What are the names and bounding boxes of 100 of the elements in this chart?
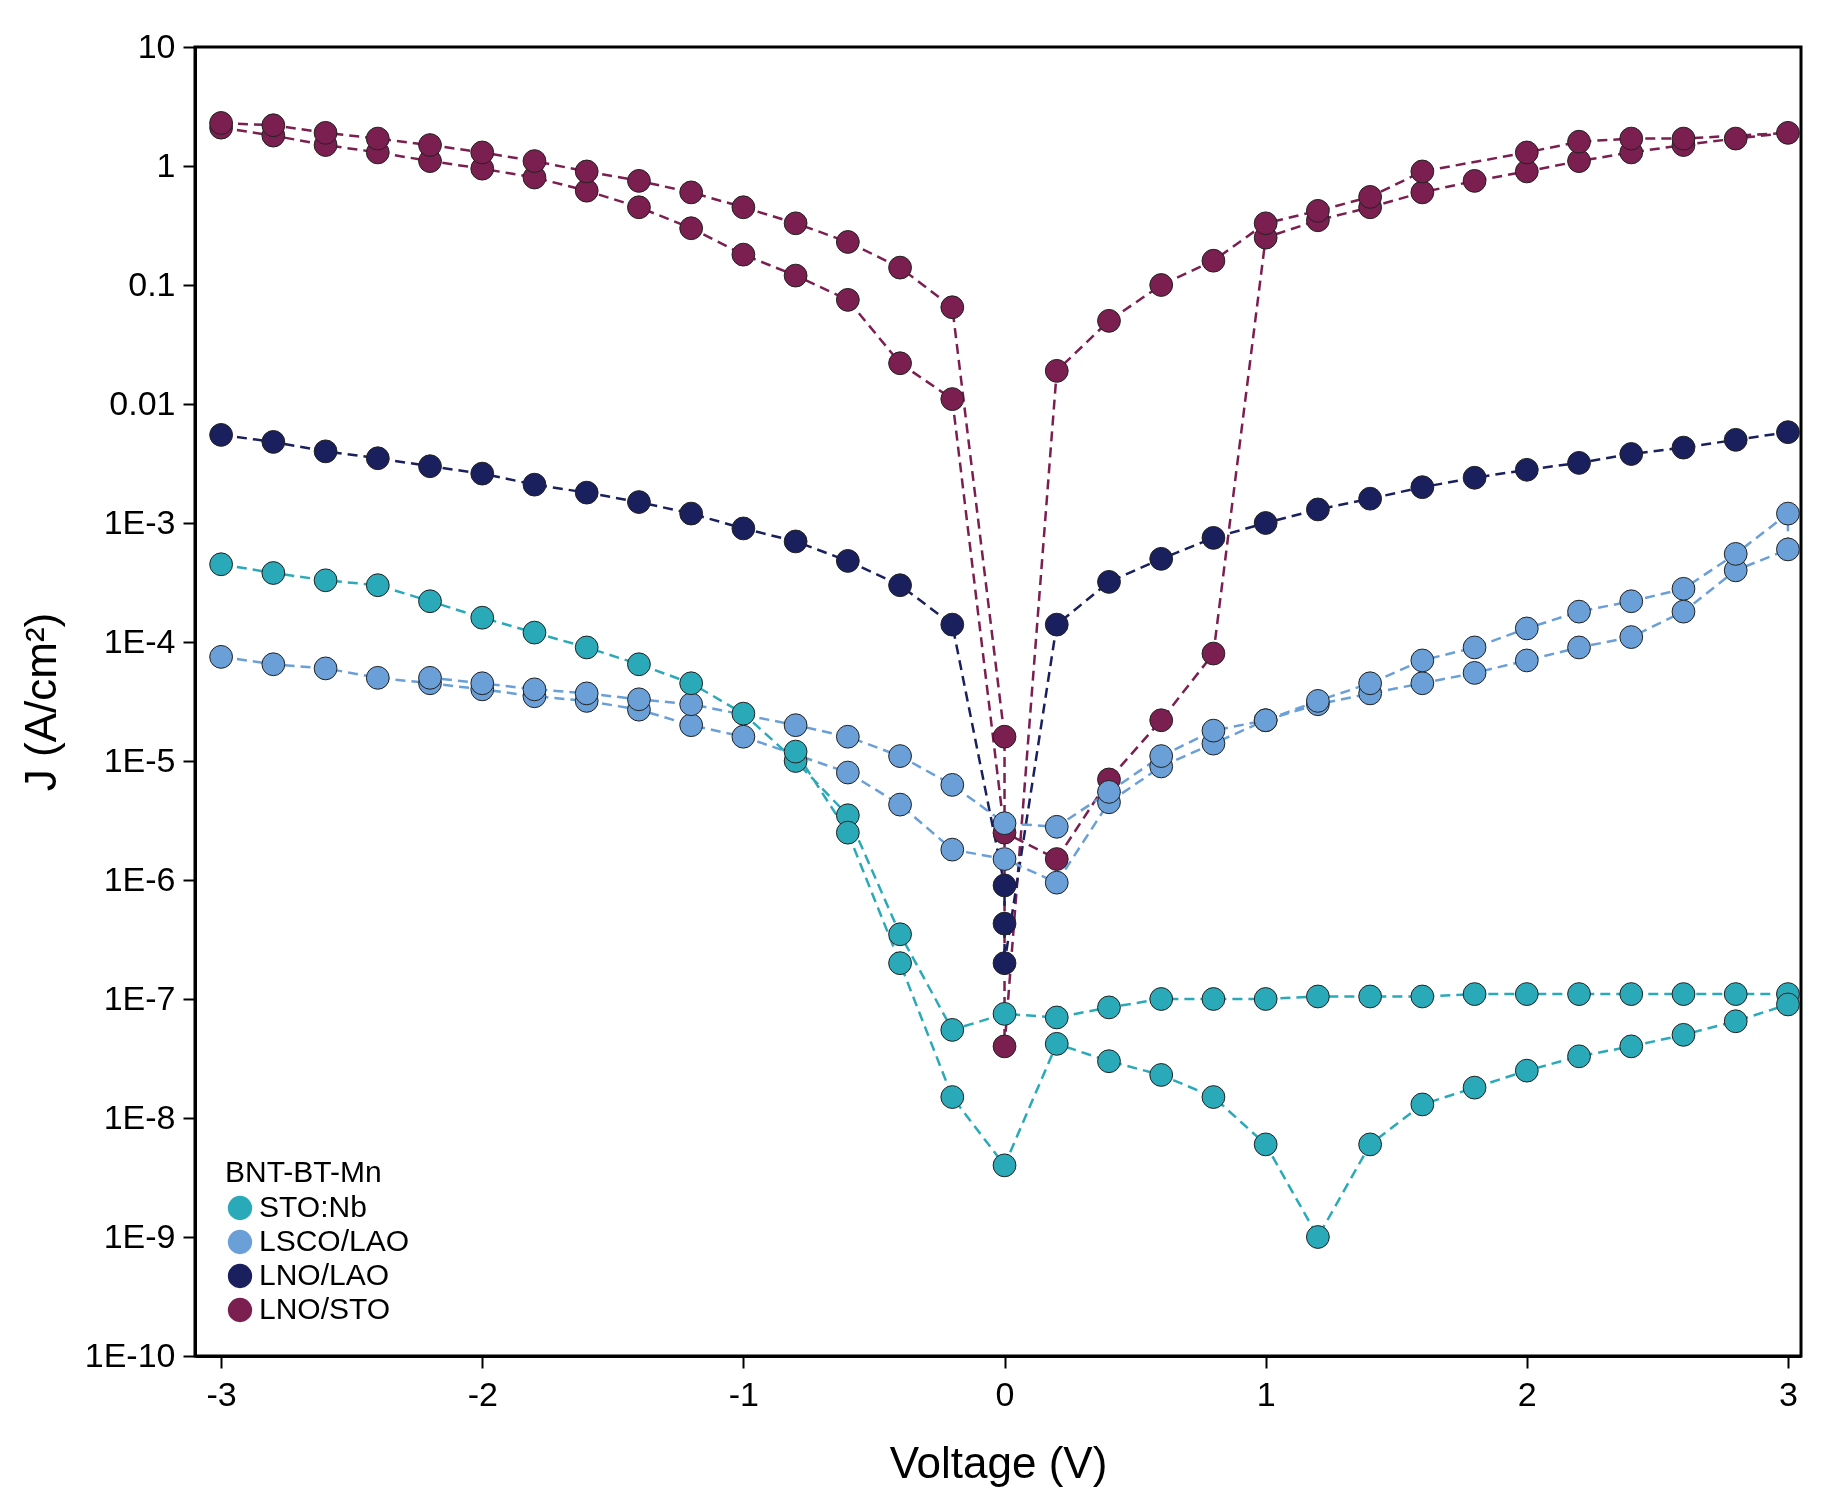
point	[574, 159, 599, 184]
point	[731, 195, 756, 220]
y-tick-label: 1E-10	[84, 1335, 176, 1374]
point	[679, 501, 704, 526]
x-tick-label: 1	[1256, 1374, 1276, 1413]
point	[522, 472, 547, 497]
point	[1201, 525, 1226, 550]
point	[209, 644, 234, 669]
y-tick-label: 1E-9	[103, 1216, 176, 1255]
point	[1514, 159, 1539, 184]
point	[1723, 542, 1748, 566]
point	[1358, 984, 1383, 1009]
point	[1567, 1044, 1591, 1069]
point	[679, 671, 704, 696]
point	[1671, 576, 1696, 601]
legend-label: LNO/LAO	[259, 1258, 390, 1291]
point	[1567, 599, 1591, 624]
point	[1723, 1009, 1748, 1034]
point	[1305, 1225, 1330, 1249]
point	[992, 1001, 1017, 1026]
legend-title: BNT-BT-Mn	[225, 1155, 382, 1188]
point	[1514, 1058, 1539, 1083]
point	[731, 701, 756, 726]
point	[783, 263, 808, 288]
y-tick-label: 1E-7	[103, 978, 176, 1017]
point	[1149, 987, 1174, 1011]
point	[731, 516, 756, 541]
point	[1462, 982, 1487, 1006]
point	[313, 439, 338, 464]
point	[418, 589, 442, 614]
point	[313, 568, 338, 593]
point	[679, 180, 704, 205]
point	[1149, 546, 1174, 571]
point	[313, 656, 338, 681]
point	[209, 111, 234, 135]
point	[992, 1153, 1017, 1178]
point	[835, 820, 860, 845]
point	[418, 133, 442, 157]
point	[627, 168, 651, 193]
point	[1305, 984, 1330, 1009]
point	[1671, 1022, 1696, 1047]
point	[1253, 1132, 1278, 1157]
point	[470, 461, 495, 486]
point	[1619, 442, 1644, 466]
point	[731, 242, 756, 267]
point	[1776, 537, 1800, 562]
point	[1410, 1092, 1435, 1117]
point	[1619, 625, 1644, 649]
point	[1410, 475, 1435, 500]
y-tick-label: 1E-6	[103, 859, 176, 898]
y-axis-title: J (A/cm²)	[15, 612, 65, 792]
point	[1462, 1075, 1487, 1100]
point	[261, 561, 286, 585]
point	[1462, 661, 1487, 685]
point	[992, 811, 1017, 836]
point	[1044, 870, 1069, 895]
x-axis-title: Voltage (V)	[889, 1437, 1108, 1487]
point	[261, 652, 286, 677]
point	[1567, 451, 1591, 475]
point	[1776, 420, 1800, 445]
y-tick-label: 1	[156, 145, 176, 184]
point	[1410, 984, 1435, 1009]
point	[470, 605, 495, 630]
point	[1305, 497, 1330, 522]
point	[1671, 982, 1696, 1006]
point	[1567, 129, 1591, 154]
point	[1514, 457, 1539, 482]
point	[1410, 180, 1435, 205]
point	[627, 195, 651, 220]
point	[574, 635, 599, 660]
legend-label: LNO/STO	[259, 1292, 391, 1325]
point	[940, 295, 965, 320]
point	[627, 687, 651, 712]
point	[888, 951, 912, 976]
point	[888, 351, 912, 376]
point	[1723, 982, 1748, 1006]
x-tick-label: 0	[995, 1374, 1015, 1413]
point	[1044, 847, 1069, 871]
point	[627, 652, 651, 677]
y-tick-label: 0.01	[109, 383, 176, 422]
point	[209, 552, 234, 577]
point	[1358, 185, 1383, 209]
point	[261, 430, 286, 454]
point	[940, 1085, 965, 1109]
point	[1253, 987, 1278, 1011]
point	[470, 140, 495, 165]
point	[835, 287, 860, 312]
y-tick-label: 10	[137, 26, 176, 65]
point	[1149, 273, 1174, 297]
legend-label: STO:Nb	[259, 1190, 367, 1223]
point	[1305, 198, 1330, 223]
y-tick-label: 1E-5	[103, 740, 176, 779]
point	[1723, 126, 1748, 151]
point	[1201, 718, 1226, 743]
point	[418, 454, 442, 479]
point	[1410, 159, 1435, 184]
point	[992, 951, 1017, 976]
point	[313, 120, 338, 145]
point	[731, 724, 756, 749]
point	[261, 113, 286, 138]
